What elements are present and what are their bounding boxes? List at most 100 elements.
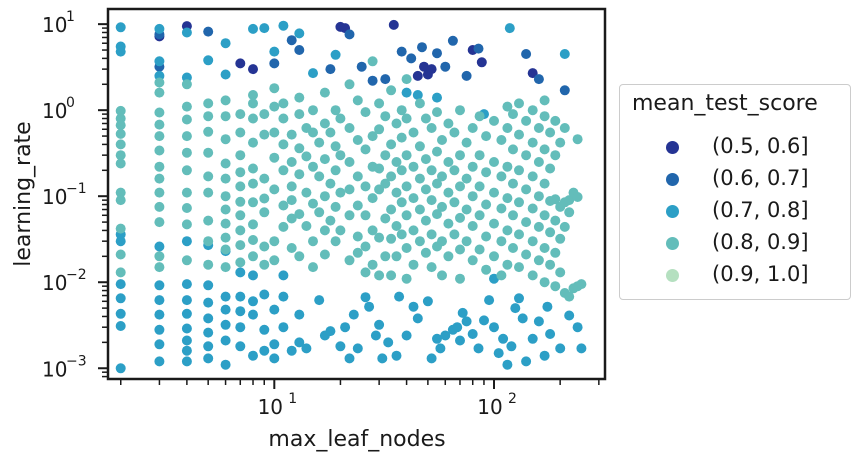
scatter-point: [467, 221, 478, 231]
scatter-point: [248, 98, 258, 109]
scatter-point: [181, 101, 192, 112]
scatter-point: [340, 322, 351, 333]
scatter-point: [396, 105, 407, 116]
scatter-point: [414, 204, 425, 215]
scatter-point: [220, 291, 231, 302]
scatter-point: [426, 123, 437, 133]
scatter-point: [330, 165, 341, 176]
scatter-point: [517, 313, 528, 324]
scatter-point: [572, 192, 583, 202]
scatter-point: [408, 161, 419, 172]
scatter-point: [461, 70, 472, 81]
scatter-point: [367, 193, 378, 204]
scatter-point: [115, 223, 126, 234]
scatter-point: [319, 87, 330, 98]
scatter-point: [301, 343, 312, 354]
scatter-point: [527, 137, 538, 148]
scatter-point: [203, 171, 214, 182]
scatter-point: [533, 255, 544, 266]
scatter-point: [432, 92, 442, 103]
scatter-point: [248, 197, 258, 208]
scatter-point: [269, 101, 280, 112]
y-tick-exponent: −2: [66, 267, 87, 283]
scatter-point: [181, 335, 192, 346]
scatter-point: [235, 291, 246, 302]
scatter-point: [489, 187, 499, 198]
scatter-point: [380, 74, 391, 85]
scatter-point: [344, 255, 355, 266]
scatter-point: [181, 236, 192, 247]
scatter-point: [154, 23, 165, 34]
scatter-point: [437, 270, 447, 281]
scatter-point: [154, 339, 165, 350]
scatter-point: [496, 270, 507, 281]
scatter-point: [550, 281, 561, 292]
scatter-point: [572, 134, 583, 145]
scatter-point: [115, 249, 126, 260]
scatter-point: [181, 219, 192, 230]
scatter-point: [437, 236, 447, 247]
scatter-point: [502, 193, 513, 204]
scatter-point: [220, 232, 231, 243]
scatter-point: [294, 143, 305, 154]
scatter-point: [344, 210, 355, 221]
scatter-point: [154, 295, 165, 306]
scatter-point: [437, 171, 447, 182]
scatter-point: [259, 173, 270, 184]
scatter-point: [467, 191, 478, 202]
scatter-point: [545, 227, 556, 238]
scatter-point: [203, 327, 214, 338]
scatter-point: [396, 165, 407, 176]
scatter-point: [308, 127, 318, 138]
scatter-point: [220, 262, 231, 273]
scatter-point: [294, 251, 305, 262]
scatter-point: [502, 225, 513, 236]
scatter-point: [181, 79, 192, 90]
scatter-point: [401, 273, 412, 284]
scatter-point: [269, 236, 280, 247]
scatter-point: [401, 210, 412, 221]
scatter-point: [203, 353, 214, 364]
scatter-point: [154, 217, 165, 228]
scatter-point: [301, 151, 312, 162]
scatter-point: [539, 350, 550, 361]
scatter-point: [521, 49, 532, 59]
scatter-point: [380, 150, 391, 161]
scatter-point: [269, 46, 280, 57]
scatter-point: [115, 236, 126, 247]
scatter-point: [235, 240, 246, 251]
scatter-point: [432, 107, 442, 118]
scatter-point: [564, 291, 575, 302]
legend-item: (0.8, 0.9]: [620, 229, 850, 259]
scatter-point: [278, 221, 289, 232]
scatter-point: [449, 127, 460, 138]
scatter-point: [461, 137, 472, 148]
scatter-point: [294, 169, 305, 180]
scatter-point: [248, 296, 258, 307]
y-tick-exponent: −3: [66, 353, 87, 369]
scatter-point: [420, 215, 431, 226]
scatter-point: [308, 105, 318, 116]
scatter-point: [502, 161, 513, 172]
scatter-point: [504, 23, 515, 34]
scatter-point: [181, 27, 192, 38]
scatter-point: [330, 105, 341, 116]
scatter-point: [335, 113, 346, 124]
scatter-point: [443, 157, 454, 167]
scatter-point: [374, 98, 385, 109]
scatter-point: [435, 343, 446, 354]
scatter-point: [388, 19, 399, 30]
scatter-point: [489, 251, 499, 262]
scatter-point: [414, 98, 425, 109]
x-axis-ticks: 10 1 10 2: [119, 379, 600, 419]
scatter-point: [360, 107, 371, 118]
scatter-point: [259, 345, 270, 356]
scatter-point: [422, 296, 433, 307]
scatter-point: [269, 83, 280, 94]
scatter-point: [203, 313, 214, 324]
scatter-point: [401, 113, 412, 124]
scatter-point: [319, 249, 330, 260]
scatter-point: [203, 215, 214, 226]
scatter-point: [220, 304, 231, 315]
scatter-point: [278, 270, 289, 281]
